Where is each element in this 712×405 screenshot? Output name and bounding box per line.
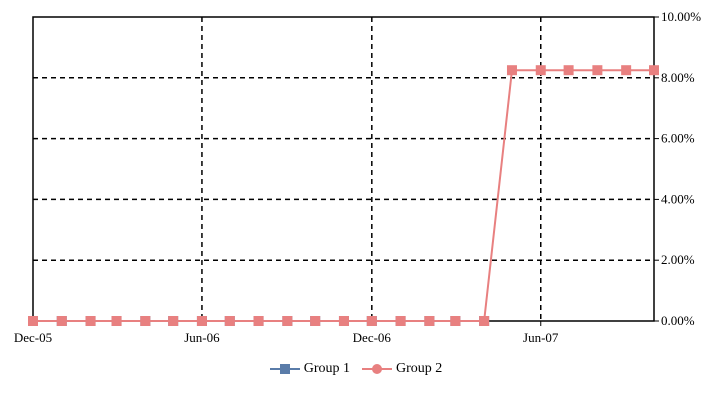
data-point-series-2 <box>621 65 632 76</box>
data-point-series-2 <box>111 316 122 326</box>
legend-marker-group-2 <box>362 364 392 374</box>
data-point-series-2 <box>310 316 321 326</box>
data-point-series-2 <box>366 316 377 326</box>
data-point-series-2 <box>649 65 659 76</box>
y-axis-tick-labels: 0.00% 2.00% 4.00% 6.00% 8.00% 10.00% <box>661 9 701 328</box>
data-point-series-2 <box>535 65 546 76</box>
y-tick-label: 2.00% <box>661 252 695 267</box>
data-point-series-2 <box>196 316 207 326</box>
data-point-series-2 <box>506 65 517 76</box>
data-point-series-2 <box>224 316 235 326</box>
data-point-series-2 <box>395 316 406 326</box>
y-tick-label: 10.00% <box>661 9 701 24</box>
series-layer <box>28 65 659 326</box>
x-axis-tick-labels: Dec-05 Jun-06 Dec-06 Jun-07 <box>14 330 559 345</box>
line-chart: 0.00% 2.00% 4.00% 6.00% 8.00% 10.00% Dec-05 Ju… <box>14 9 701 345</box>
plot-area-frame <box>32 16 655 322</box>
x-tick-label: Jun-07 <box>523 330 559 345</box>
data-point-series-2 <box>592 65 603 76</box>
x-tick-label: Dec-06 <box>353 330 392 345</box>
y-tick-label: 0.00% <box>661 313 695 328</box>
legend-label-group-1: Group 1 <box>303 361 350 376</box>
y-tick-label: 4.00% <box>661 191 695 206</box>
data-point-series-2 <box>338 316 349 326</box>
legend-item-group-1: Group 1 <box>269 361 350 377</box>
gridlines <box>32 16 659 326</box>
y-tick-label: 6.00% <box>661 131 695 146</box>
data-point-series-2 <box>282 316 293 326</box>
data-point-series-2 <box>140 316 151 326</box>
data-point-series-2 <box>28 316 38 326</box>
data-point-series-2 <box>563 65 574 76</box>
data-point-series-2 <box>56 316 67 326</box>
data-point-series-2 <box>479 316 490 326</box>
data-point-series-2 <box>450 316 461 326</box>
x-tick-label: Dec-05 <box>14 330 52 345</box>
data-point-series-2 <box>424 316 435 326</box>
data-point-series-2 <box>168 316 179 326</box>
data-point-series-2 <box>85 316 96 326</box>
y-tick-label: 8.00% <box>661 70 695 85</box>
series-line-2 <box>33 69 654 322</box>
legend-marker-group-1 <box>269 364 300 374</box>
legend: Group 1 Group 2 <box>0 357 712 381</box>
data-point-series-2 <box>253 316 264 326</box>
x-tick-label: Jun-06 <box>184 330 220 345</box>
legend-item-group-2: Group 2 <box>362 361 442 377</box>
legend-label-group-2: Group 2 <box>396 361 443 376</box>
